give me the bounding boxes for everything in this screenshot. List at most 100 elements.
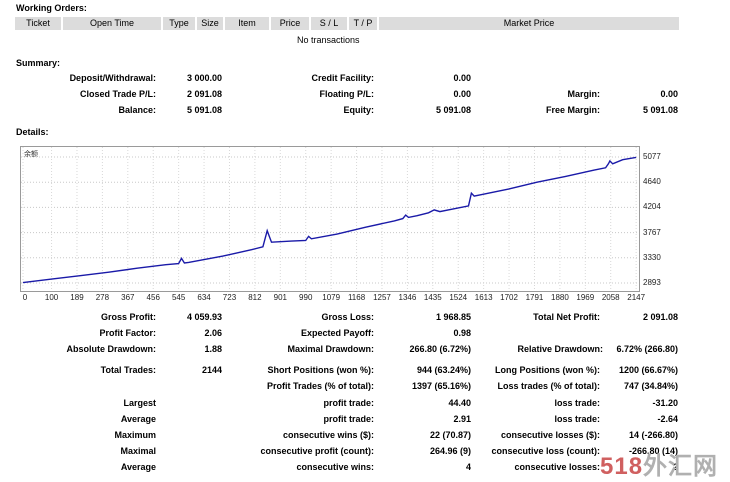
average-profit-label: profit trade:	[323, 414, 375, 424]
profit-factor-label: Profit Factor:	[99, 328, 156, 338]
total-trades-label: Total Trades:	[100, 365, 156, 375]
balance-series-line	[22, 156, 637, 284]
chart-title: 余额	[24, 151, 38, 158]
x-tick-label: 278	[95, 293, 110, 302]
long-positions-label: Long Positions (won %):	[495, 365, 600, 375]
col-item[interactable]: Item	[224, 16, 270, 31]
x-tick-label: 545	[171, 293, 186, 302]
largest-profit-label: profit trade:	[323, 398, 375, 408]
maximal-profit-label: consecutive profit (count):	[260, 446, 374, 456]
details-title: Details:	[16, 127, 49, 137]
balance-value: 5 091.08	[186, 105, 222, 115]
total-net-value: 2 091.08	[642, 312, 678, 322]
x-tick-label: 1969	[576, 293, 595, 302]
y-tick-label: 3330	[643, 252, 661, 262]
y-tick-label: 4204	[643, 202, 661, 212]
col-market-price[interactable]: Market Price	[378, 16, 680, 31]
avg-cons-wins-label: consecutive wins:	[296, 462, 374, 472]
max-cons-losses-value: 14 (-266.80)	[628, 430, 678, 440]
balance-label: Balance:	[118, 105, 156, 115]
equity-label: Equity:	[343, 105, 375, 115]
maximal-label: Maximal	[120, 446, 156, 456]
free-margin-label: Free Margin:	[545, 105, 600, 115]
profit-trades-label: Profit Trades (% of total):	[266, 381, 374, 391]
profit-factor-value: 2.06	[204, 328, 222, 338]
largest-profit-value: 44.40	[448, 398, 471, 408]
closed-pl-label: Closed Trade P/L:	[79, 89, 156, 99]
equity-value: 5 091.08	[435, 105, 471, 115]
working-orders-title: Working Orders:	[16, 3, 87, 13]
margin-value: 0.00	[660, 89, 678, 99]
summary-title: Summary:	[16, 58, 61, 68]
avg-cons-losses-value: 2	[672, 462, 678, 472]
max-cons-losses-label: consecutive losses ($):	[500, 430, 600, 440]
gross-profit-value: 4 059.93	[186, 312, 222, 322]
max-cons-wins-label: consecutive wins ($):	[282, 430, 374, 440]
deposit-label: Deposit/Withdrawal:	[69, 73, 156, 83]
x-tick-label: 1346	[398, 293, 417, 302]
col-type[interactable]: Type	[162, 16, 196, 31]
largest-label: Largest	[123, 398, 156, 408]
average-profit-value: 2.91	[453, 414, 471, 424]
x-tick-label: 1791	[525, 293, 544, 302]
average-loss-label: loss trade:	[554, 414, 600, 424]
rel-drawdown-label: Relative Drawdown:	[517, 344, 603, 354]
average-cons-label: Average	[120, 462, 156, 472]
x-tick-label: 189	[70, 293, 84, 302]
y-tick-label: 3767	[643, 227, 661, 237]
watermark-part2: 外汇网	[643, 453, 719, 480]
watermark-logo: 518外汇网	[600, 446, 718, 481]
gross-profit-label: Gross Profit:	[100, 312, 156, 322]
balance-chart: 余额	[20, 146, 640, 292]
x-tick-label: 1257	[373, 293, 391, 302]
y-tick-label: 4640	[643, 177, 661, 187]
x-tick-label: 367	[121, 293, 135, 302]
gross-loss-value: 1 968.85	[435, 312, 471, 322]
watermark-part1: 518	[600, 453, 644, 480]
no-transactions-text: No transactions	[297, 35, 360, 45]
col-ticket[interactable]: Ticket	[14, 16, 62, 31]
x-tick-label: 634	[197, 293, 211, 302]
col-tp[interactable]: T / P	[348, 16, 378, 31]
x-tick-label: 1435	[423, 293, 442, 302]
loss-trades-label: Loss trades (% of total):	[497, 381, 600, 391]
x-tick-label: 901	[273, 293, 287, 302]
x-tick-label: 1524	[449, 293, 468, 302]
avg-cons-wins-value: 4	[465, 462, 471, 472]
col-size[interactable]: Size	[196, 16, 224, 31]
x-tick-label: 1880	[550, 293, 569, 302]
maximum-label: Maximum	[114, 430, 156, 440]
floating-value: 0.00	[453, 89, 471, 99]
credit-label: Credit Facility:	[311, 73, 374, 83]
x-tick-label: 0	[22, 293, 28, 302]
x-tick-label: 1613	[474, 293, 493, 302]
abs-drawdown-label: Absolute Drawdown:	[66, 344, 157, 354]
x-tick-label: 2058	[601, 293, 620, 302]
maximal-loss-label: consecutive loss (count):	[491, 446, 600, 456]
abs-drawdown-value: 1.88	[204, 344, 222, 354]
x-tick-label: 812	[248, 293, 262, 302]
short-positions-value: 944 (63.24%)	[416, 365, 471, 375]
largest-loss-value: -31.20	[652, 398, 678, 408]
x-tick-label: 1079	[322, 293, 341, 302]
col-price[interactable]: Price	[270, 16, 310, 31]
loss-trades-value: 747 (34.84%)	[623, 381, 678, 391]
expected-payoff-value: 0.98	[453, 328, 471, 338]
free-margin-value: 5 091.08	[642, 105, 678, 115]
max-cons-wins-value: 22 (70.87)	[429, 430, 471, 440]
maximal-profit-value: 264.96 (9)	[429, 446, 471, 456]
avg-cons-losses-label: consecutive losses:	[514, 462, 600, 472]
col-sl[interactable]: S / L	[310, 16, 348, 31]
x-tick-label: 723	[222, 293, 237, 302]
max-drawdown-value: 266.80 (6.72%)	[409, 344, 471, 354]
rel-drawdown-value: 6.72% (266.80)	[616, 344, 678, 354]
col-open-time[interactable]: Open Time	[62, 16, 162, 31]
x-tick-label: 1702	[500, 293, 518, 302]
x-tick-label: 2147	[627, 293, 646, 302]
y-tick-label: 2893	[643, 278, 661, 287]
expected-payoff-label: Expected Payoff:	[300, 328, 374, 338]
x-tick-label: 100	[44, 293, 59, 302]
maximal-loss-value: -266.80 (14)	[628, 446, 678, 456]
x-tick-label: 990	[299, 293, 313, 302]
average-loss-value: -2.64	[657, 414, 678, 424]
